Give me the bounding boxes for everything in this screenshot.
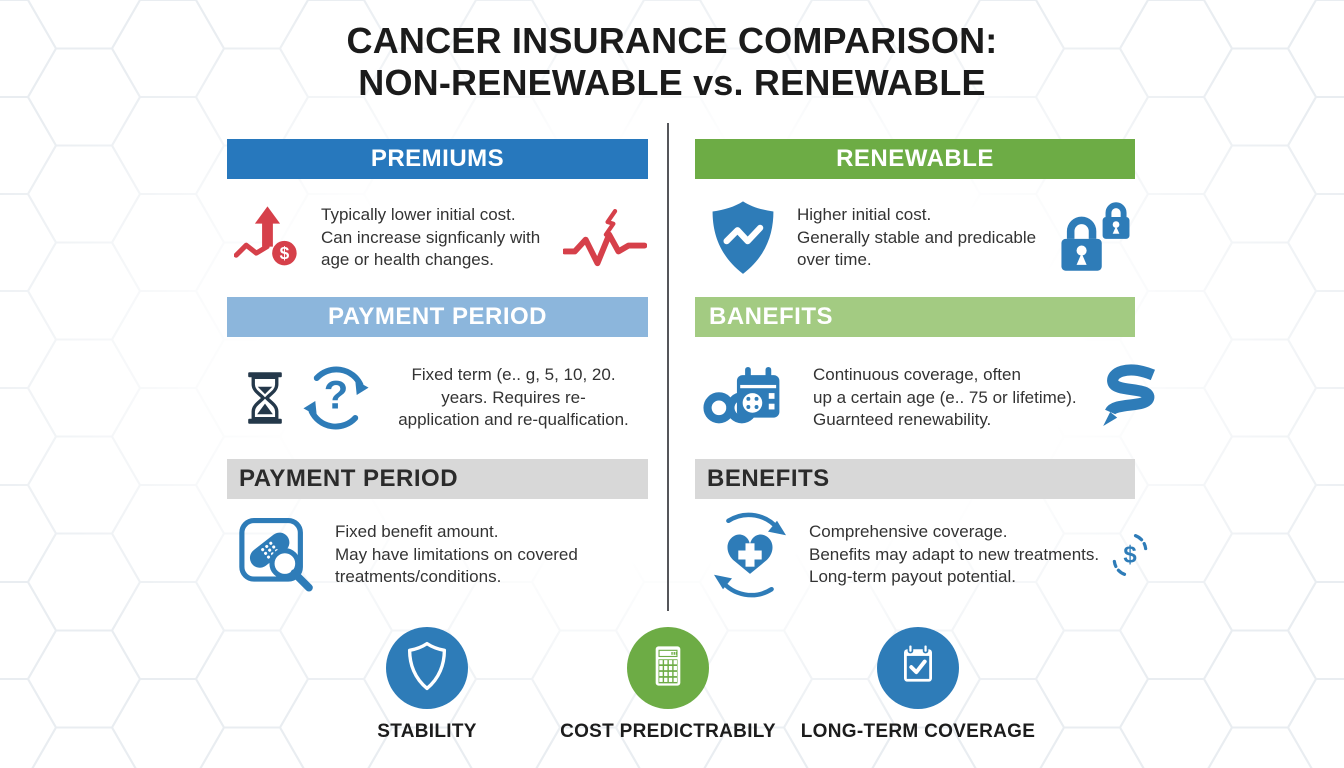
right-row-benefits: Comprehensive coverage. Benefits may ada… [695, 499, 1148, 611]
title-line-1: CANCER INSURANCE COMPARISON: [346, 20, 998, 61]
svg-text:$: $ [1123, 541, 1136, 568]
dollar-cycle-icon: $ [1105, 514, 1155, 596]
left-column-non-renewable: PREMIUMS $ Typically lower initial cost.… [227, 139, 648, 611]
cost-predictability-label: COST PREDICTRABILY [560, 721, 776, 742]
title-line-2: NON-RENEWABLE vs. RENEWABLE [358, 62, 986, 103]
left-header-payment-period: PAYMENT PERIOD [227, 297, 648, 337]
ribbon-icon [1083, 358, 1157, 438]
calendar-check-icon [890, 638, 946, 699]
stability-circle [386, 627, 468, 709]
footer-item-long-term-coverage: LONG-TERM COVERAGE [768, 627, 1068, 743]
heart-refresh-icon [695, 510, 795, 600]
right-header-banefits: BANEFITS [695, 297, 1135, 337]
svg-text:$: $ [280, 243, 290, 263]
right-benefits-text: Comprehensive coverage. Benefits may ada… [809, 522, 1100, 587]
right-row-renewable: Higher initial cost. Generally stable an… [695, 179, 1135, 297]
calculator-icon [640, 638, 696, 699]
left-header-payment-period-2: PAYMENT PERIOD [227, 459, 648, 499]
stability-label: STABILITY [377, 721, 477, 742]
right-header-benefits: BENEFITS [695, 459, 1135, 499]
left-premiums-text: Typically lower initial cost. Can increa… [321, 205, 541, 270]
cost-predictability-circle [627, 627, 709, 709]
padlocks-icon [1045, 200, 1135, 276]
pulse-line-icon [562, 207, 648, 269]
bandage-search-icon [227, 511, 321, 599]
left-row-benefit-amount: Fixed benefit amount. May have limitatio… [227, 499, 648, 611]
left-row-payment-period: ? Fixed term (e.. g, 5, 10, 20. years. R… [227, 337, 648, 459]
right-row-banefits: Continuous coverage, often up a certain … [695, 337, 1155, 459]
right-header-renewable: RENEWABLE [695, 139, 1135, 179]
svg-text:?: ? [324, 373, 348, 417]
infinity-calendar-icon [695, 357, 799, 439]
trend-up-dollar-icon: $ [227, 200, 307, 276]
right-renewable-text: Higher initial cost. Generally stable an… [797, 205, 1037, 270]
left-payment-period-text: Fixed term (e.. g, 5, 10, 20. years. Req… [398, 365, 629, 430]
right-column-renewable: RENEWABLE Higher initial cost. Generally… [695, 139, 1155, 611]
column-divider [667, 123, 669, 611]
page-title: CANCER INSURANCE COMPARISON: NON-RENEWAB… [0, 20, 1344, 104]
renewal-question-icon: ? [293, 361, 379, 435]
left-benefit-amount-text: Fixed benefit amount. May have limitatio… [335, 522, 578, 587]
shield-chart-icon [695, 196, 783, 280]
long-term-coverage-label: LONG-TERM COVERAGE [800, 721, 1036, 742]
hourglass-icon [227, 354, 293, 442]
long-term-coverage-circle [877, 627, 959, 709]
right-banefits-text: Continuous coverage, often up a certain … [813, 365, 1077, 430]
left-header-premiums: PREMIUMS [227, 139, 648, 179]
footer-item-cost-predictability: COST PREDICTRABILY [533, 627, 803, 743]
footer-item-stability: STABILITY [317, 627, 537, 743]
left-row-premiums: $ Typically lower initial cost. Can incr… [227, 179, 648, 297]
shield-icon [399, 638, 455, 699]
